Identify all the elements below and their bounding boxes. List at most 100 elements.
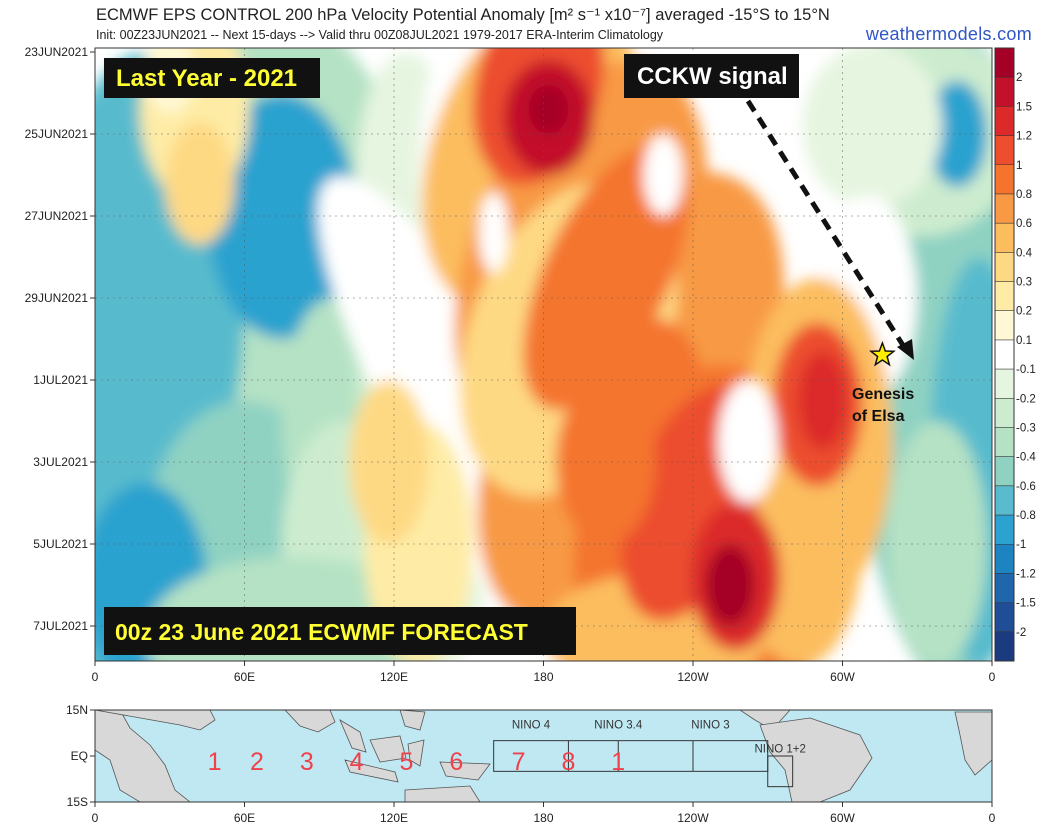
- x-tick-label: 120W: [677, 670, 709, 684]
- y-tick-label: 5JUL2021: [33, 537, 88, 551]
- chart-title: ECMWF EPS CONTROL 200 hPa Velocity Poten…: [96, 6, 830, 24]
- banner-cckw-text: CCKW signal: [637, 63, 788, 90]
- phase-number: 1: [208, 748, 222, 776]
- nino-regions: NINO 4 NINO 3.4 NINO 3 NINO 1+2: [493, 719, 806, 788]
- map-x-tick-label: 60W: [830, 811, 855, 825]
- colorbar-tick-label: -1.2: [1016, 568, 1036, 580]
- colorbar-tick-label: 2: [1016, 72, 1022, 84]
- colorbar-tick-label: -0.2: [1016, 393, 1036, 405]
- banner-forecast: 00z 23 June 2021 ECWMF FORECAST: [104, 607, 576, 655]
- map-x-tick-label: 120W: [677, 811, 709, 825]
- y-tick-label: 29JUN2021: [25, 291, 89, 305]
- nino-region-label: NINO 3: [691, 719, 729, 731]
- colorbar-swatch: [995, 427, 1014, 458]
- y-tick-label: 23JUN2021: [25, 45, 89, 59]
- colorbar-tick-label: -0.8: [1016, 510, 1036, 522]
- colorbar-swatch: [995, 573, 1014, 604]
- colorbar-tick-label: -0.6: [1016, 481, 1036, 493]
- y-tick-label: 7JUL2021: [33, 619, 88, 633]
- colorbar-tick-label: -0.1: [1016, 364, 1036, 376]
- colorbar-swatch: [995, 544, 1014, 574]
- phase-number: 7: [512, 748, 526, 776]
- nino-region-label: NINO 4: [512, 719, 551, 731]
- colorbar-swatch: [995, 77, 1014, 107]
- phase-number: 3: [300, 748, 314, 776]
- colorbar-tick-label: 0.1: [1016, 335, 1032, 347]
- colorbar-swatch: [995, 193, 1014, 224]
- y-tick-label: 1JUL2021: [33, 373, 88, 387]
- colorbar-tick-label: 1.5: [1016, 101, 1032, 113]
- genesis-star-icon: [868, 340, 896, 367]
- x-tick-label: 120E: [380, 670, 408, 684]
- cckw-arrow: [745, 99, 909, 352]
- colorbar-tick-label: 0.2: [1016, 306, 1032, 318]
- brand-link[interactable]: weathermodels.com: [865, 24, 1032, 44]
- colorbar-tick-label: 1.2: [1016, 131, 1032, 143]
- nino-region-label: NINO 3.4: [594, 719, 643, 731]
- colorbar-tick-label: -2: [1016, 627, 1026, 639]
- x-tick-label: 0: [989, 670, 996, 684]
- y-tick-label: 3JUL2021: [33, 455, 88, 469]
- y-axis: 23JUN2021 25JUN2021 27JUN2021 29JUN2021 1JUL…: [25, 45, 95, 633]
- x-axis: 0 60E 120E 180 120W 60W 0: [92, 661, 996, 684]
- colorbar-tick-label: 1: [1016, 160, 1022, 172]
- colorbar-swatch: [995, 106, 1014, 137]
- colorbar: 2 1.5 1.2 1 0.8 0.6 0.4 0.3 0.2 0.1 -0.1 -0.2 -0.3 -0…: [994, 47, 1036, 662]
- banner-last-year-text: Last Year - 2021: [116, 65, 297, 92]
- colorbar-tick-label: -0.4: [1016, 452, 1036, 464]
- colorbar-tick-label: 0.4: [1016, 247, 1033, 259]
- colorbar-swatch: [995, 281, 1014, 312]
- map-y-axis: 15N EQ 15S: [66, 703, 95, 809]
- colorbar-swatch: [995, 369, 1014, 399]
- colorbar-swatch: [995, 310, 1014, 341]
- phase-number: 6: [449, 748, 463, 776]
- genesis-label-line1: Genesis: [852, 386, 914, 403]
- chart-subtitle: Init: 00Z23JUN2021 -- Next 15-days --> V…: [96, 28, 664, 42]
- colorbar-tick-label: 0.6: [1016, 218, 1032, 230]
- nino-region-label: NINO 1+2: [754, 743, 805, 755]
- colorbar-swatch: [995, 339, 1014, 370]
- map-x-tick-label: 60E: [234, 811, 255, 825]
- genesis-label-line2: of Elsa: [852, 408, 905, 425]
- x-tick-label: 60W: [830, 670, 855, 684]
- map-x-tick-label: 180: [533, 811, 553, 825]
- banner-last-year: Last Year - 2021: [104, 58, 320, 98]
- colorbar-tick-label: 0.3: [1016, 277, 1032, 289]
- nino12-box: [767, 755, 794, 788]
- y-tick-label: 25JUN2021: [25, 127, 89, 141]
- colorbar-swatch: [995, 602, 1014, 633]
- phase-number: 4: [350, 748, 364, 776]
- map-x-axis: 0 60E 120E 180 120W 60W 0: [92, 802, 996, 825]
- colorbar-tick-label: -1.5: [1016, 598, 1036, 610]
- colorbar-tick-label: -1: [1016, 539, 1026, 551]
- colorbar-swatch: [995, 515, 1014, 545]
- plot-gridlines: [95, 48, 992, 661]
- colorbar-swatch: [995, 456, 1014, 487]
- x-tick-label: 0: [92, 670, 99, 684]
- banner-forecast-text: 00z 23 June 2021 ECWMF FORECAST: [115, 619, 528, 645]
- map-x-tick-label: 0: [92, 811, 99, 825]
- phase-number: 1: [611, 748, 625, 776]
- colorbar-tick-label: -0.3: [1016, 422, 1036, 434]
- phase-number: 8: [561, 748, 575, 776]
- x-tick-label: 180: [533, 670, 553, 684]
- y-tick-label: 27JUN2021: [25, 209, 89, 223]
- map-y-tick-label: 15S: [67, 795, 88, 809]
- phase-number: 2: [250, 748, 264, 776]
- map-y-tick-label: EQ: [71, 749, 88, 763]
- banner-cckw: CCKW signal: [624, 54, 799, 98]
- colorbar-swatch: [995, 135, 1014, 166]
- colorbar-swatch: [995, 485, 1014, 516]
- colorbar-swatch: [995, 164, 1014, 195]
- map-x-tick-label: 120E: [380, 811, 408, 825]
- colorbar-swatch: [995, 398, 1014, 428]
- colorbar-swatch: [995, 223, 1014, 253]
- landmasses: [95, 710, 992, 802]
- colorbar-tick-label: 0.8: [1016, 189, 1032, 201]
- colorbar-swatch: [995, 631, 1014, 662]
- cckw-arrowhead: [897, 339, 914, 360]
- x-tick-label: 60E: [234, 670, 255, 684]
